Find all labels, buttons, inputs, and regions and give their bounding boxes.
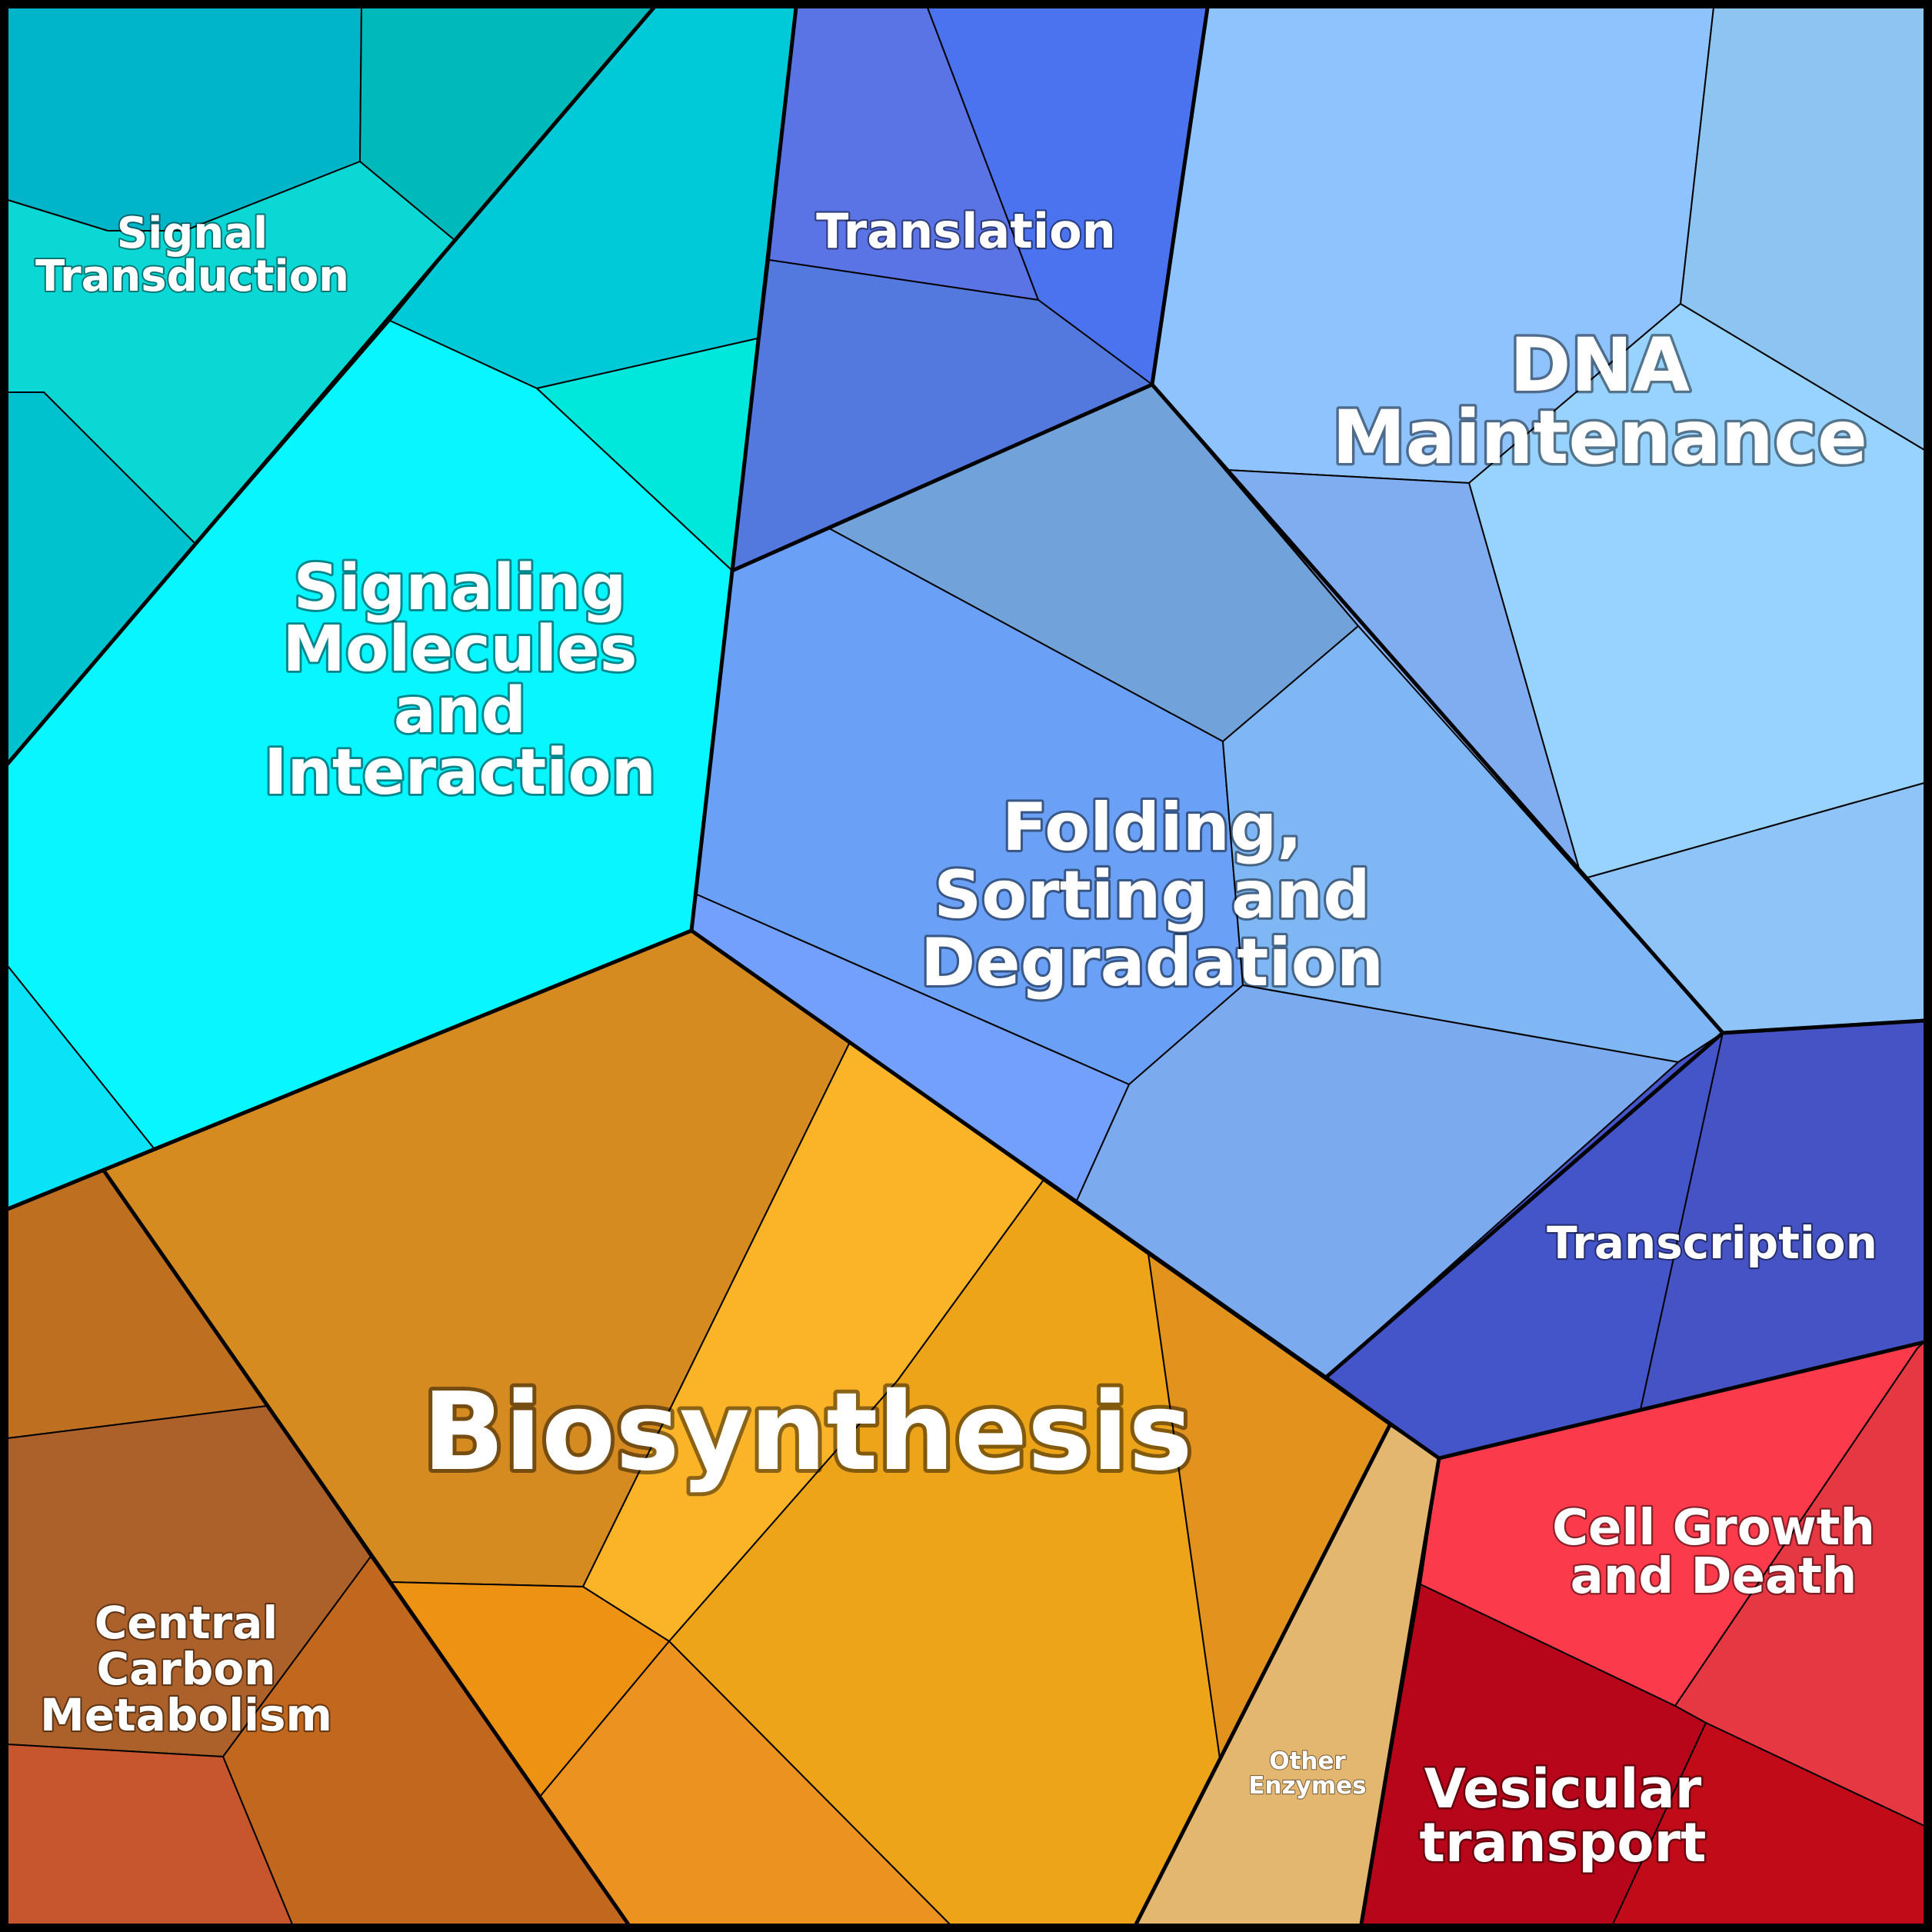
boundary-vesicular [1359,1456,1441,1927]
label-signaling-molecules-line-2: Molecules [282,613,637,686]
label-translation: Translation [816,203,1116,259]
label-folding-line-2: Sorting and [934,857,1371,934]
label-transcription-line-1: Transcription [1547,1217,1877,1269]
boundary-folding-biosynthesis [689,928,1441,1461]
label-other-enzymes-line-1: Other [1269,1747,1346,1775]
boundary-biosynthesis-central [102,1168,631,1927]
label-dna-maintenance-line-1: DNA [1510,322,1690,408]
label-signaling-molecules-line-3: and [394,675,526,748]
label-folding-line-3: Degradation [921,924,1384,1001]
label-signal-transduction-line-2: Transduction [35,251,349,301]
label-central-carbon: Central Carbon Metabolism [40,1597,332,1741]
label-cell-growth-line-1: Cell Growth [1552,1500,1875,1557]
label-dna-maintenance-line-2: Maintenance [1332,395,1867,481]
boundary-other-enzymes [1134,1423,1392,1927]
label-cell-growth-line-2: and Death [1571,1548,1857,1605]
boundary-signal-inner [5,5,656,766]
label-translation-line-1: Translation [816,203,1116,259]
boundary-transcription-cellgrowth [1437,1340,1927,1461]
label-other-enzymes: Other Enzymes [1248,1747,1366,1800]
boundary-transcription-folding [1324,1018,1927,1379]
label-central-carbon-line-2: Carbon [97,1643,276,1695]
boundary-signal-translation [689,5,798,933]
label-biosynthesis-line-1: Biosynthesis [422,1370,1192,1495]
label-signal-transduction: Signal Transduction [35,208,349,301]
label-central-carbon-line-3: Metabolism [40,1689,332,1741]
label-transcription: Transcription [1547,1217,1877,1269]
label-vesicular: Vesicular transport [1420,1757,1707,1874]
label-signaling-molecules-line-1: Signaling [294,551,627,625]
label-vesicular-line-1: Vesicular [1424,1757,1702,1820]
boundary-translation-folding [730,382,1154,573]
label-folding: Folding, Sorting and Degradation [921,789,1384,1001]
label-vesicular-line-2: transport [1420,1811,1707,1874]
label-cell-growth: Cell Growth and Death [1552,1500,1875,1605]
boundary-signal-biosynthesis [5,928,694,1211]
label-folding-line-1: Folding, [1002,789,1302,866]
label-dna-maintenance: DNA Maintenance [1332,322,1867,481]
label-other-enzymes-line-2: Enzymes [1248,1772,1366,1800]
label-signaling-molecules: Signaling Molecules and Interaction [264,551,656,809]
label-signaling-molecules-line-4: Interaction [264,736,656,809]
label-signal-transduction-line-1: Signal [117,208,268,258]
label-central-carbon-line-1: Central [95,1597,278,1649]
label-biosynthesis: Biosynthesis [422,1370,1192,1495]
